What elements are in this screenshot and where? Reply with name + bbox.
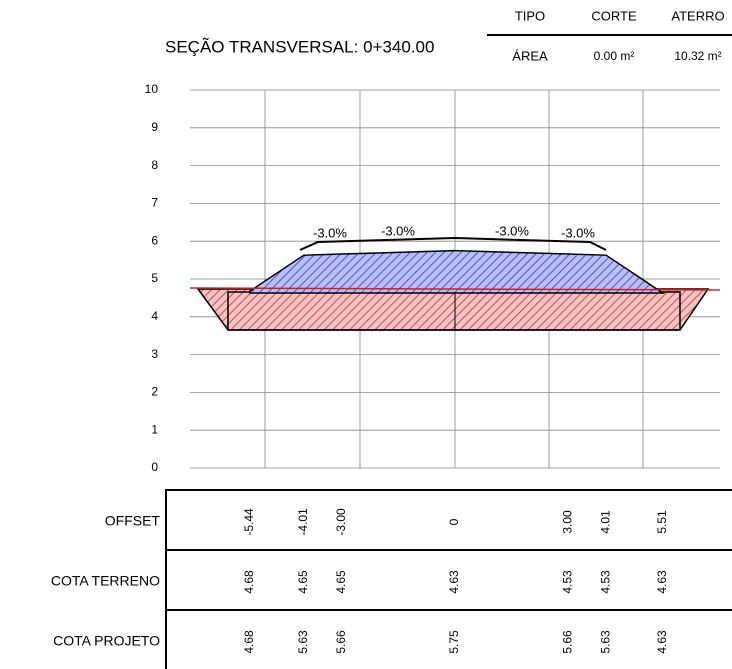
row-label: COTA TERRENO [51,573,160,589]
cell: 4.63 [655,570,669,594]
slope: -3.0% [381,223,415,238]
table: OFFSET -5.44 -4.01 -3.00 0 3.00 4.01 5.51 COTA T… [51,508,669,654]
cell: -3.00 [334,508,348,536]
cell: 4.65 [296,570,310,594]
cell: 10.32 m² [674,49,721,63]
row-label: OFFSET [105,513,161,529]
y-tick-label: 0 [151,460,158,474]
cell: 3.00 [560,510,574,534]
cell: ÁREA [512,48,548,63]
header: CORTE [591,8,637,23]
title: SEÇÃO TRANSVERSAL: 0+340.00 [165,37,434,56]
y-tick-label: 4 [151,309,158,323]
row-label: COTA PROJETO [53,633,160,649]
cell: 4.01 [598,510,612,534]
terrain [189,287,721,291]
cell: 5.75 [447,630,461,654]
y-tick-label: 9 [151,120,158,134]
cell: 5.66 [334,630,348,654]
fill-cut [196,288,710,331]
y-tick-label: 7 [151,196,158,210]
cell: 5.63 [296,630,310,654]
cell: 5.66 [560,630,574,654]
y-tick-label: 8 [151,158,158,172]
cell: 0 [447,518,461,525]
cell: 4.63 [447,570,461,594]
cell: 4.68 [242,630,256,654]
cell: 4.53 [598,570,612,594]
cell: -5.44 [242,508,256,536]
embankment [249,249,666,294]
pavement [299,236,607,251]
cell: 4.63 [655,630,669,654]
y-tick-label: 5 [151,271,158,285]
y-tick-label: 1 [151,422,158,436]
cell: 5.63 [598,630,612,654]
slope: -3.0% [495,223,529,238]
y-tick-label: 2 [151,385,158,399]
y-tick-label: 10 [145,82,159,96]
cell: -4.01 [296,508,310,536]
y-tick-label: 3 [151,347,158,361]
slope: -3.0% [313,225,347,240]
slope: -3.0% [561,225,595,240]
cell: 4.68 [242,570,256,594]
header: TIPO [515,8,545,23]
grid: 0 1 2 3 4 5 6 7 8 9 10 [145,82,720,474]
header: ATERRO [671,8,724,23]
cell: 0.00 m² [594,49,635,63]
cell: 4.53 [560,570,574,594]
cell: 4.65 [334,570,348,594]
cell: 5.51 [655,510,669,534]
y-tick-label: 6 [151,233,158,247]
